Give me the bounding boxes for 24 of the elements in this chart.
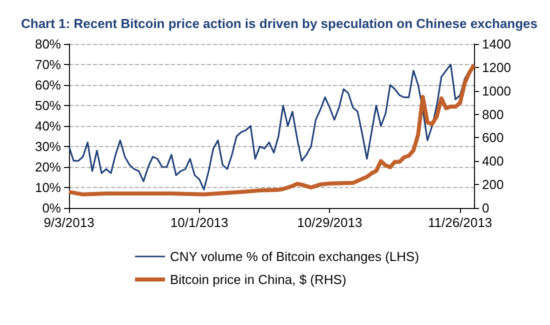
- y2-tick-label: 1200: [482, 60, 511, 75]
- y2-tick-label: 1400: [482, 36, 511, 52]
- legend-label: Bitcoin price in China, $ (RHS): [170, 272, 346, 287]
- y2-tick-label: 200: [482, 177, 504, 192]
- y-tick-label: 80%: [34, 36, 62, 52]
- x-tick-label: 9/3/2013: [44, 215, 94, 230]
- y-tick-label: 20%: [34, 160, 62, 174]
- y-tick-label: 0%: [42, 200, 62, 216]
- y-tick-label: 50%: [34, 98, 62, 113]
- y-tick-label: 10%: [34, 180, 62, 195]
- y-tick-label: 70%: [34, 57, 62, 72]
- y2-tick-label: 600: [482, 130, 504, 146]
- y-tick-label: 60%: [34, 78, 62, 92]
- y-tick-label: 30%: [34, 139, 62, 154]
- chart-title: Chart 1: Recent Bitcoin price action is driven by speculation on Chinese exchanges: [21, 16, 538, 31]
- x-tick-label: 11/26/2013: [428, 215, 492, 230]
- y-tick-label: 40%: [34, 118, 62, 134]
- x-tick-label: 10/29/2013: [297, 215, 362, 230]
- y2-tick-label: 1000: [482, 83, 511, 98]
- x-tick-label: 10/1/2013: [170, 215, 228, 230]
- y2-tick-label: 0: [482, 200, 490, 216]
- y2-tick-label: 400: [482, 154, 504, 169]
- y2-tick-label: 800: [482, 106, 504, 122]
- legend-label: CNY volume % of Bitcoin exchanges (LHS): [170, 249, 420, 264]
